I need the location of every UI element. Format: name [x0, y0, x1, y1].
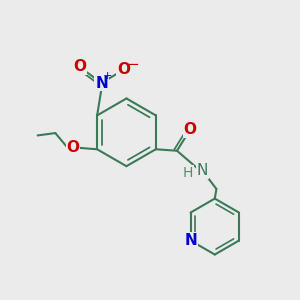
Text: N: N [95, 76, 108, 91]
Text: H: H [183, 166, 193, 179]
Text: +: + [103, 71, 112, 81]
Text: O: O [117, 62, 130, 77]
Text: O: O [73, 59, 86, 74]
Text: N: N [197, 163, 208, 178]
Text: O: O [67, 140, 80, 155]
Text: N: N [184, 233, 197, 248]
Text: −: − [127, 57, 140, 72]
Text: O: O [184, 122, 197, 137]
